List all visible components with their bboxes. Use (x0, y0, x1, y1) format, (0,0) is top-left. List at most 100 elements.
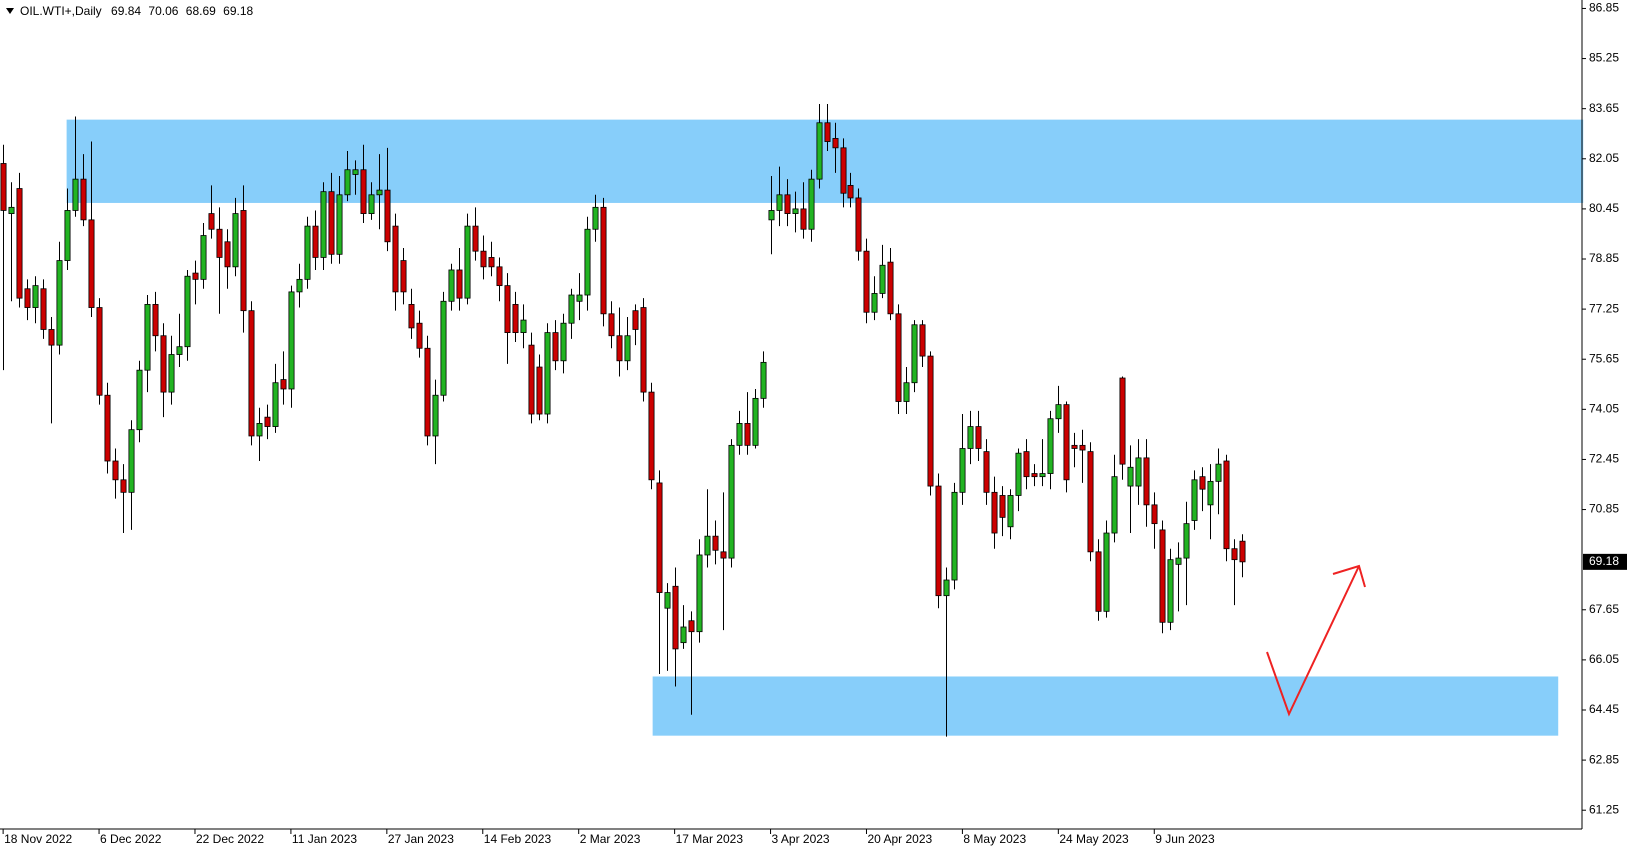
candle-body (1111, 476, 1118, 534)
candle-body (448, 269, 455, 302)
candle-body (376, 189, 383, 196)
candle-body (608, 313, 615, 337)
candle-body (424, 347, 431, 437)
candle-body (520, 319, 527, 334)
y-tick-label: 86.85 (1589, 1, 1619, 15)
candle-body (312, 225, 319, 258)
candle-body (184, 275, 191, 348)
candle-body (712, 535, 719, 551)
candle-body (288, 291, 295, 390)
candle-body (344, 169, 351, 196)
candle-body (504, 285, 511, 334)
candle-body (232, 213, 239, 268)
candle-body (152, 304, 159, 337)
candle-body (752, 397, 759, 446)
candle-body (128, 429, 135, 493)
candle-body (1175, 557, 1182, 565)
candle-body (840, 147, 847, 194)
candle-body (584, 228, 591, 296)
candle-body (1079, 444, 1086, 451)
candle-body (576, 294, 583, 302)
candle-body (328, 191, 335, 255)
candle-body (1127, 466, 1134, 487)
candle-body (1031, 473, 1038, 478)
candle-body (408, 304, 415, 329)
candle-body (943, 579, 950, 597)
candle-body (1167, 559, 1174, 623)
candle-body (496, 266, 503, 287)
candle-body (1199, 476, 1206, 490)
candle-body (264, 416, 271, 427)
x-tick-label: 24 May 2023 (1059, 832, 1129, 846)
symbol-menu-arrow[interactable] (6, 8, 14, 14)
candle-body (272, 382, 279, 427)
candle-body (400, 260, 407, 293)
candle-body (208, 213, 215, 230)
candle-body (1095, 551, 1102, 612)
candle-body (1183, 523, 1190, 559)
candle-body (528, 344, 535, 415)
candle-body (592, 206, 599, 230)
candle-body (903, 382, 910, 402)
y-tick-label: 74.05 (1589, 402, 1619, 416)
y-tick-label: 72.45 (1589, 452, 1619, 466)
candle-body (728, 444, 735, 559)
candle-body (983, 451, 990, 493)
y-tick-label: 70.85 (1589, 502, 1619, 516)
candle-body (887, 261, 894, 315)
candle-body (847, 185, 854, 199)
candle-body (1239, 540, 1246, 563)
y-tick-label: 82.05 (1589, 151, 1619, 165)
candle-body (1071, 444, 1078, 449)
chart-title: OIL.WTI+,Daily (20, 4, 102, 18)
candle-body (432, 394, 439, 437)
candle-body (1223, 460, 1230, 550)
candle-body (56, 260, 63, 346)
candle-body (1023, 451, 1030, 478)
candle-body (927, 355, 934, 487)
candle-body (120, 479, 127, 493)
candle-body (800, 208, 807, 230)
candle-body (871, 293, 878, 313)
candle-body (256, 423, 263, 437)
candle-body (792, 208, 799, 214)
candle-body (824, 122, 831, 142)
last-price-box (1583, 553, 1627, 570)
candle-body (136, 369, 143, 431)
candle-body (1191, 479, 1198, 521)
candle-body (488, 257, 495, 268)
candle-body (8, 206, 15, 214)
candle-body (512, 304, 519, 334)
candle-body (456, 269, 463, 299)
candle-body (280, 379, 287, 390)
candle-body (911, 324, 918, 384)
candle-body (720, 551, 727, 559)
arrow-head (1332, 564, 1366, 588)
y-tick-label: 61.25 (1589, 802, 1619, 816)
candle-body (991, 491, 998, 534)
candle-body (336, 194, 343, 255)
y-tick-label: 66.05 (1589, 652, 1619, 666)
last-price-label: 69.18 (1589, 554, 1619, 568)
candle-body (32, 285, 39, 308)
candle-body (632, 310, 639, 330)
chart-header: OIL.WTI+,Daily 69.84 70.06 68.69 69.18 (20, 4, 254, 18)
header-high: 70.06 (148, 4, 178, 18)
arrow-path (1266, 565, 1360, 717)
header-open: 69.84 (111, 4, 141, 18)
candle-body (384, 189, 391, 243)
x-tick-label: 20 Apr 2023 (867, 832, 932, 846)
candle-body (352, 169, 359, 175)
y-tick-label: 64.45 (1589, 702, 1619, 716)
candle-body (879, 264, 886, 294)
candle-body (816, 122, 823, 180)
y-tick-label: 62.85 (1589, 752, 1619, 766)
x-tick-label: 9 Jun 2023 (1155, 832, 1215, 846)
candle-body (616, 335, 623, 362)
candle-body (248, 310, 255, 437)
candle-body (160, 335, 167, 393)
candle-body (736, 423, 743, 446)
candle-body (1039, 473, 1046, 478)
